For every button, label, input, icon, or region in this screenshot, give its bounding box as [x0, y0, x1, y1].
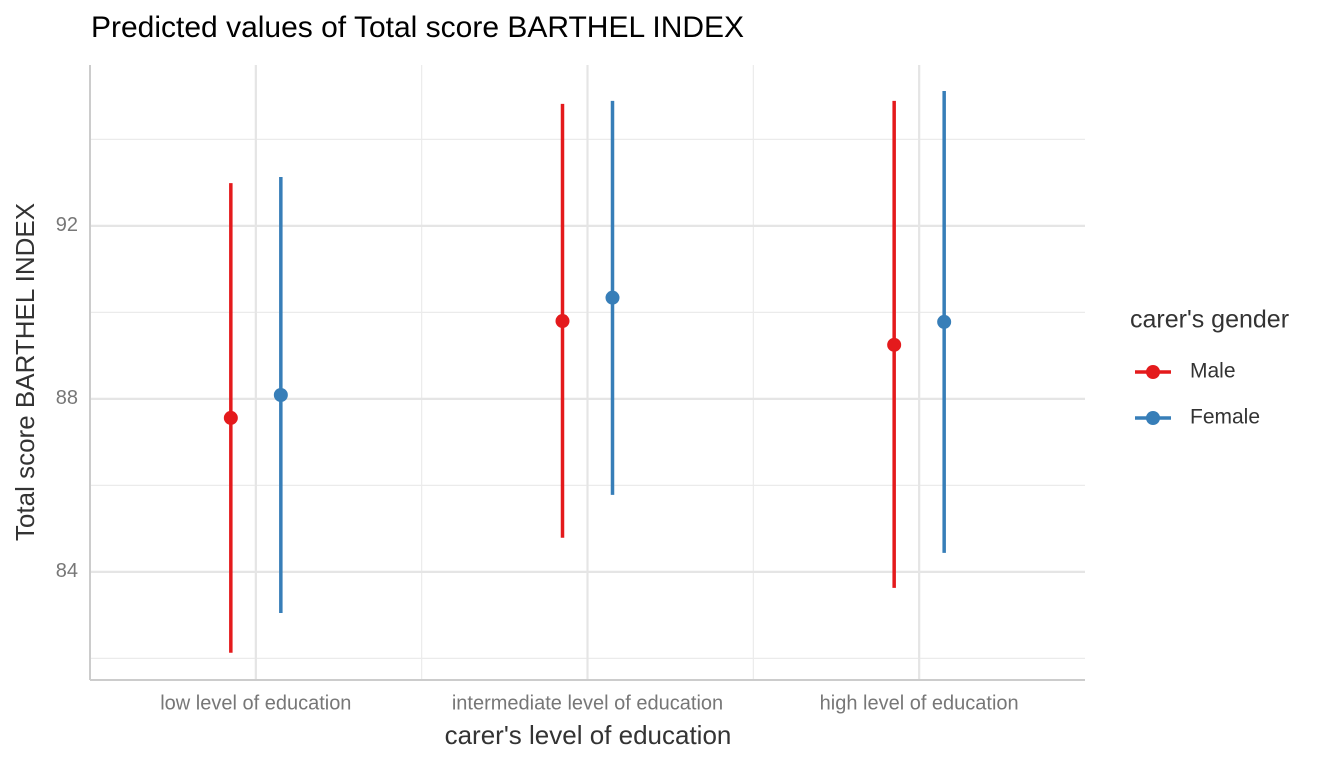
point	[887, 337, 902, 352]
y-tick-label: 92	[56, 214, 78, 236]
point	[605, 290, 620, 305]
legend-key-point	[1146, 411, 1160, 425]
legend-label: Female	[1190, 406, 1260, 429]
legend-key-point	[1146, 365, 1160, 379]
y-tick-label: 88	[56, 387, 78, 409]
point	[555, 314, 570, 329]
legend-title: carer's gender	[1130, 306, 1289, 334]
x-axis-label: carer's level of education	[445, 720, 732, 750]
legend-label: Male	[1190, 360, 1236, 383]
x-tick-label: intermediate level of education	[452, 692, 723, 714]
point	[273, 387, 288, 402]
x-tick-label: low level of education	[160, 692, 351, 714]
point	[937, 314, 952, 329]
y-tick-label: 84	[56, 560, 78, 582]
x-tick-label: high level of education	[820, 692, 1019, 714]
point	[223, 410, 238, 425]
y-axis-label: Total score BARTHEL INDEX	[10, 203, 40, 541]
chart-title: Predicted values of Total score BARTHEL …	[91, 11, 744, 44]
